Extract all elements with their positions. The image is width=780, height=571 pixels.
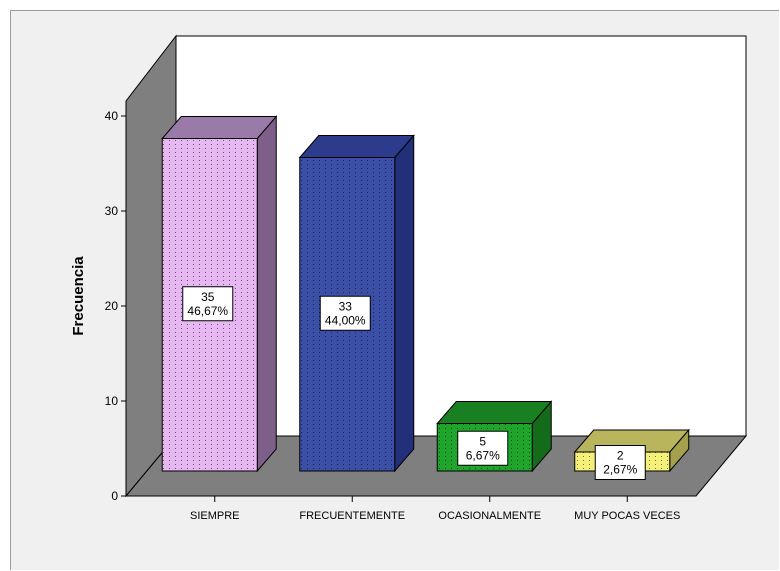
bar-top [298, 135, 415, 158]
y-tick-label: 30 [105, 204, 119, 218]
y-tick-label: 40 [105, 109, 119, 123]
y-tick-label: 0 [111, 489, 118, 503]
bar-side [256, 115, 277, 473]
data-label-box [594, 445, 646, 480]
y-axis: 0 10 20 30 40 [105, 109, 127, 503]
data-label-box [457, 430, 509, 466]
data-label-box [319, 295, 371, 331]
data-label: 22,67% [594, 445, 646, 480]
y-tick-label: 10 [105, 394, 119, 408]
bar-top [161, 116, 278, 139]
y-tick-label: 20 [105, 299, 119, 313]
bar-top [436, 401, 553, 424]
data-label-percent: 6,67% [466, 448, 500, 462]
x-category-label: SIEMPRE [190, 510, 240, 522]
data-label-value: 2 [617, 449, 624, 463]
data-label-box [182, 286, 234, 322]
x-category-label: MUY POCAS VECES [574, 510, 680, 522]
data-label-value: 35 [201, 290, 215, 304]
chart-frame: 0 10 20 30 40 SIEMPRE FRECUENTEMENTE OCASIONAL… [10, 10, 779, 570]
x-axis-labels: SIEMPRE FRECUENTEMENTE OCASIONALMENTE MUY P… [190, 496, 680, 522]
data-label-value: 33 [339, 299, 353, 313]
y-axis-title: Frecuencia [70, 256, 87, 336]
x-category-label: OCASIONALMENTE [438, 510, 541, 522]
bar-chart: 0 10 20 30 40 SIEMPRE FRECUENTEMENTE OCASIONAL… [70, 34, 748, 522]
x-category-label: FRECUENTEMENTE [299, 510, 405, 522]
data-label-value: 5 [479, 434, 486, 448]
data-label-percent: 44,00% [325, 313, 366, 327]
data-label-percent: 2,67% [603, 463, 637, 477]
bar-2 [436, 400, 553, 473]
bar-side [394, 134, 415, 473]
data-label-percent: 46,67% [187, 304, 228, 318]
data-label: 56,67% [457, 430, 509, 466]
